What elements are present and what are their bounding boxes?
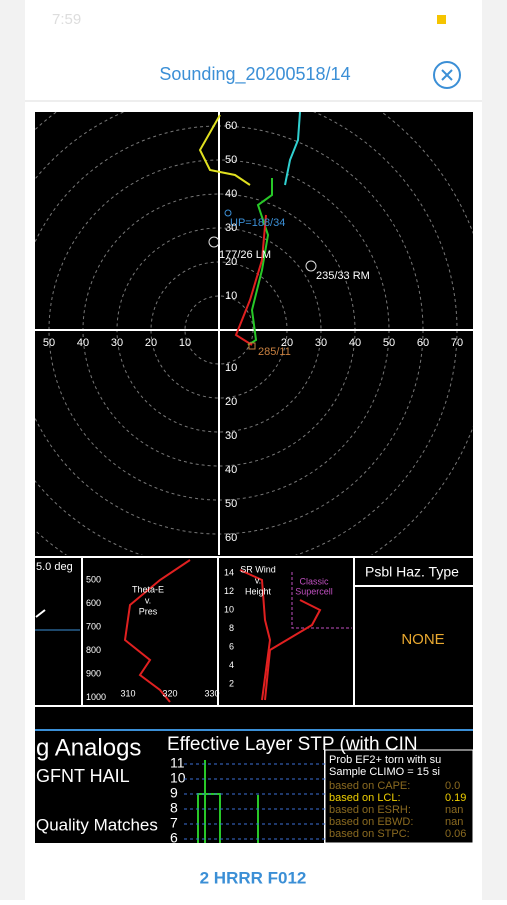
hodograph: UP=188/34 177/26 LM 235/33 RM 285/11 60 5… <box>35 112 473 555</box>
prob-line: Prob EF2+ torn with su <box>329 754 441 766</box>
ring-label: 40 <box>225 188 237 200</box>
pressure-label: 900 <box>86 668 101 678</box>
ring-label: 50 <box>383 337 395 349</box>
ring-label: 40 <box>349 337 361 349</box>
mean-wind-label: 285/11 <box>258 346 291 358</box>
based-on-value: 0.0 <box>445 780 460 792</box>
stp-label: 7 <box>170 815 178 831</box>
close-button[interactable] <box>433 61 461 89</box>
right-mover-label: 235/33 RM <box>316 270 370 282</box>
sr-title: Height <box>245 586 272 596</box>
ring-label: 60 <box>417 337 429 349</box>
supercell-label: Supercell <box>295 586 333 596</box>
upshear-label: UP=188/34 <box>230 217 285 229</box>
hail-label: GFNT HAIL <box>36 766 130 786</box>
ring-label: 50 <box>225 498 237 510</box>
height-label: 2 <box>229 678 234 688</box>
based-on-label: based on STPC: <box>329 828 410 840</box>
pressure-label: 700 <box>86 621 101 631</box>
quality-label: Quality Matches <box>36 815 158 834</box>
ring-label: 40 <box>225 464 237 476</box>
ring-label: 10 <box>179 337 191 349</box>
pressure-label: 500 <box>86 574 101 584</box>
ring-label: 60 <box>225 120 237 132</box>
sr-title: SR Wind <box>240 564 276 574</box>
pressure-label: 1000 <box>86 692 106 702</box>
stp-title: Effective Layer STP (with CIN <box>167 734 418 755</box>
ring-label: 20 <box>225 256 237 268</box>
based-on-value: 0.06 <box>445 828 466 840</box>
prob-line: Sample CLIMO = 15 si <box>329 766 440 778</box>
ring-label: 20 <box>225 396 237 408</box>
ring-label: 20 <box>281 337 293 349</box>
stp-label: 8 <box>170 800 178 816</box>
title: Sounding_20200518/14 <box>159 64 350 85</box>
based-on-label: based on LCL: <box>329 792 401 804</box>
left-mover-label: 177/26 LM <box>219 249 271 261</box>
supercell-label: Classic <box>299 576 329 586</box>
stp-label: 10 <box>170 770 186 786</box>
ring-label: 50 <box>225 154 237 166</box>
stp-label: 11 <box>170 755 185 771</box>
hazard-value: NONE <box>401 631 444 648</box>
ring-label: 10 <box>225 362 237 374</box>
height-label: 6 <box>229 641 234 651</box>
ring-label: 60 <box>225 532 237 544</box>
status-dot <box>437 15 446 24</box>
ring-label: 30 <box>111 337 123 349</box>
ring-label: 30 <box>225 222 237 234</box>
stp-label: 6 <box>170 830 178 846</box>
based-on-value: nan <box>445 816 463 828</box>
ring-label: 10 <box>225 290 237 302</box>
ring-label: 40 <box>77 337 89 349</box>
based-on-value: nan <box>445 804 463 816</box>
angle-label: 5.0 deg <box>36 561 73 573</box>
panels: 5.0 deg Psbl Haz. Type NONE g Analogs GF… <box>35 556 473 846</box>
theta-title: v. <box>145 595 151 605</box>
height-label: 4 <box>229 660 234 670</box>
theta-title: Theta-E <box>132 584 164 594</box>
ring-label: 50 <box>43 337 55 349</box>
based-on-label: based on EBWD: <box>329 816 413 828</box>
analogs-title: g Analogs <box>36 734 141 761</box>
ring-label: 30 <box>315 337 327 349</box>
sounding-image <box>35 112 473 843</box>
theta-label: 310 <box>120 688 135 698</box>
theta-label: 320 <box>162 688 177 698</box>
theta-title: Pres <box>139 606 158 616</box>
height-label: 10 <box>224 604 234 614</box>
ring-label: 70 <box>451 337 463 349</box>
theta-label: 330 <box>204 688 219 698</box>
status-time: 7:59 <box>52 11 81 28</box>
footer-label[interactable]: 2 HRRR F012 <box>200 868 307 887</box>
based-on-label: based on CAPE: <box>329 780 410 792</box>
height-label: 8 <box>229 623 234 633</box>
sr-title: v. <box>255 575 261 585</box>
height-label: 14 <box>224 567 234 577</box>
hazard-title: Psbl Haz. Type <box>365 564 459 580</box>
height-label: 12 <box>224 586 234 596</box>
ring-label: 20 <box>145 337 157 349</box>
based-on-value: 0.19 <box>445 792 466 804</box>
pressure-label: 800 <box>86 645 101 655</box>
ring-label: 30 <box>225 430 237 442</box>
based-on-label: based on ESRH: <box>329 804 411 816</box>
pressure-label: 600 <box>86 598 101 608</box>
stp-label: 9 <box>170 785 178 801</box>
